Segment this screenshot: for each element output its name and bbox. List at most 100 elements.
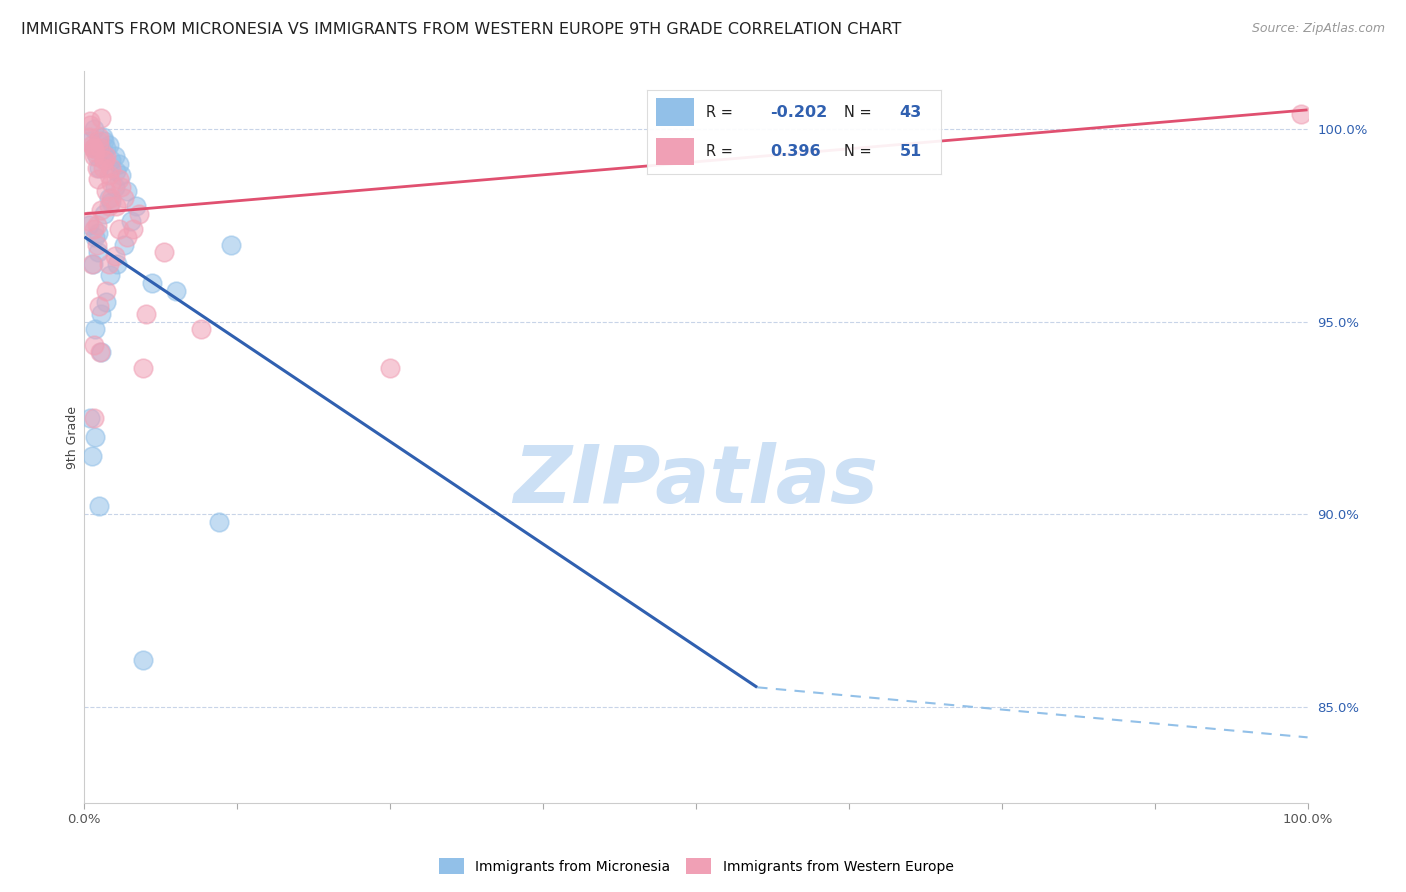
Point xyxy=(84,322,107,336)
Point xyxy=(96,284,118,298)
Point xyxy=(97,199,120,213)
Point xyxy=(100,176,122,190)
Point xyxy=(112,237,135,252)
Point xyxy=(80,257,103,271)
Point xyxy=(132,653,155,667)
Point xyxy=(83,141,105,155)
Point xyxy=(90,345,112,359)
Point xyxy=(105,164,128,178)
Point xyxy=(98,268,121,283)
Point xyxy=(83,149,105,163)
Point xyxy=(115,230,138,244)
Point xyxy=(87,245,110,260)
Text: ZIPatlas: ZIPatlas xyxy=(513,442,879,520)
Y-axis label: 9th Grade: 9th Grade xyxy=(66,406,79,468)
Point xyxy=(80,450,103,464)
Point xyxy=(104,179,127,194)
Point xyxy=(79,118,101,132)
Point xyxy=(115,184,138,198)
Point xyxy=(84,230,107,244)
Point xyxy=(93,134,115,148)
Point xyxy=(135,307,157,321)
Point xyxy=(94,153,117,167)
Point xyxy=(82,257,104,271)
Point xyxy=(86,149,108,163)
Point xyxy=(87,500,110,514)
Point xyxy=(153,245,176,260)
Text: 0.396: 0.396 xyxy=(770,144,821,159)
Point xyxy=(110,169,132,183)
Point xyxy=(96,149,118,163)
Point xyxy=(86,219,108,233)
Bar xyxy=(655,98,695,126)
Text: R =: R = xyxy=(706,105,733,120)
Point xyxy=(107,172,129,186)
Point xyxy=(82,141,104,155)
Point xyxy=(1291,106,1313,120)
Point xyxy=(96,295,118,310)
Point xyxy=(107,222,129,236)
Text: R =: R = xyxy=(706,144,733,159)
Point xyxy=(83,222,105,236)
Point xyxy=(87,172,110,186)
Point xyxy=(87,134,110,148)
Point xyxy=(112,191,135,205)
Text: IMMIGRANTS FROM MICRONESIA VS IMMIGRANTS FROM WESTERN EUROPE 9TH GRADE CORRELATI: IMMIGRANTS FROM MICRONESIA VS IMMIGRANTS… xyxy=(21,22,901,37)
Point xyxy=(91,129,114,144)
Point xyxy=(87,299,110,313)
Text: N =: N = xyxy=(844,105,872,120)
Point xyxy=(80,137,103,152)
Point xyxy=(86,237,108,252)
Point xyxy=(84,430,107,444)
Point xyxy=(89,345,111,359)
Point xyxy=(93,153,115,167)
Point xyxy=(83,122,105,136)
Text: 43: 43 xyxy=(900,105,922,120)
Point xyxy=(380,360,402,375)
Point xyxy=(77,214,100,228)
Point xyxy=(105,257,128,271)
Point xyxy=(128,207,150,221)
Point xyxy=(165,284,187,298)
Bar xyxy=(655,137,695,165)
Point xyxy=(86,161,108,175)
Point xyxy=(77,219,100,233)
Point xyxy=(96,184,118,198)
Point xyxy=(97,191,120,205)
Point xyxy=(219,237,242,252)
Text: Source: ZipAtlas.com: Source: ZipAtlas.com xyxy=(1251,22,1385,36)
Point xyxy=(91,145,114,160)
Point xyxy=(87,161,110,175)
Point xyxy=(89,141,111,155)
Point xyxy=(125,199,148,213)
Point xyxy=(122,222,145,236)
Point xyxy=(83,410,105,425)
Point xyxy=(87,226,110,240)
Point xyxy=(120,214,142,228)
Point xyxy=(105,199,128,213)
Point xyxy=(190,322,212,336)
Point xyxy=(77,129,100,144)
Point xyxy=(83,141,105,155)
Point xyxy=(90,111,112,125)
Point xyxy=(97,137,120,152)
Point xyxy=(84,145,107,160)
Point xyxy=(141,276,163,290)
Point xyxy=(132,360,155,375)
Point xyxy=(90,202,112,217)
Point xyxy=(79,410,101,425)
Point xyxy=(100,153,122,167)
Point xyxy=(79,134,101,148)
Point xyxy=(91,161,114,175)
Text: -0.202: -0.202 xyxy=(770,105,828,120)
Legend: Immigrants from Micronesia, Immigrants from Western Europe: Immigrants from Micronesia, Immigrants f… xyxy=(433,853,959,880)
Point xyxy=(104,149,127,163)
Point xyxy=(100,191,122,205)
Point xyxy=(96,141,118,155)
Text: N =: N = xyxy=(844,144,872,159)
Point xyxy=(100,195,122,210)
Point xyxy=(87,129,110,144)
Point xyxy=(93,207,115,221)
Point xyxy=(100,161,122,175)
Point xyxy=(97,257,120,271)
